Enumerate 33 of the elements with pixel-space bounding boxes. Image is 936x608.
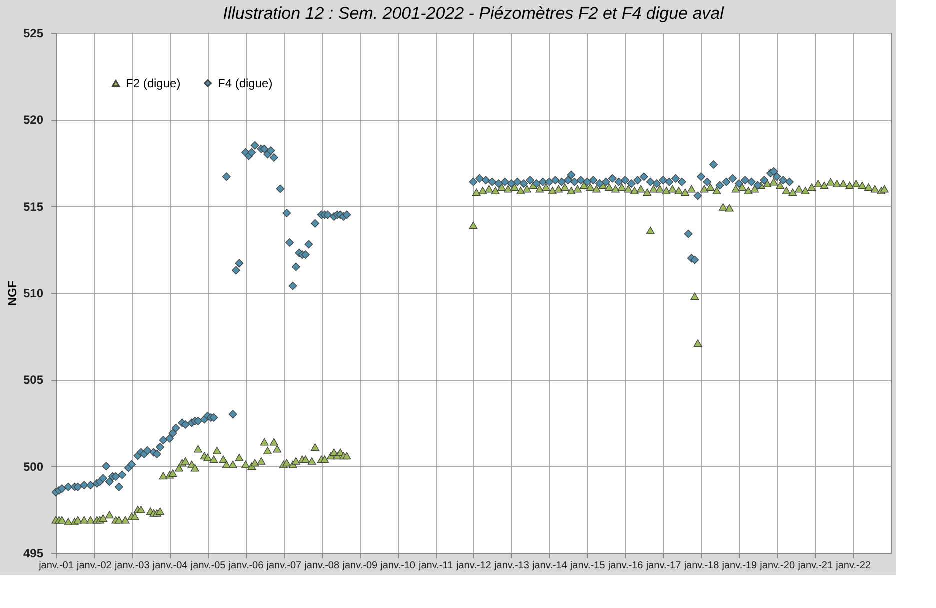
x-tick-label: janv.-16 — [607, 560, 644, 572]
x-tick-label: janv.-12 — [456, 560, 492, 572]
x-tick-label: janv.-14 — [531, 560, 568, 572]
legend-label: F2 (digue) — [126, 76, 181, 90]
y-tick-label: 510 — [23, 286, 44, 300]
x-tick-label: janv.-08 — [304, 560, 340, 572]
x-tick-label: janv.-18 — [683, 560, 720, 572]
x-tick-label: janv.-09 — [342, 560, 378, 572]
x-tick-label: janv.-13 — [494, 560, 530, 572]
x-tick-label: janv.-02 — [76, 560, 112, 572]
y-tick-label: 500 — [23, 460, 44, 474]
x-tick-label: janv.-20 — [759, 560, 796, 572]
x-tick-label: janv.-05 — [190, 560, 226, 572]
y-tick-label: 525 — [23, 26, 44, 40]
x-tick-label: janv.-10 — [380, 560, 416, 572]
x-tick-label: janv.-17 — [645, 560, 682, 572]
x-tick-label: janv.-21 — [797, 560, 834, 572]
y-tick-label: 505 — [23, 373, 44, 388]
legend-label: F4 (digue) — [218, 76, 273, 90]
x-tick-label: janv.-22 — [835, 560, 872, 572]
x-tick-label: janv.-06 — [228, 560, 264, 572]
y-tick-label: 495 — [23, 546, 44, 560]
x-tick-label: janv.-11 — [418, 560, 454, 572]
y-tick-label: 520 — [23, 113, 44, 128]
x-tick-label: janv.-19 — [721, 560, 758, 572]
x-tick-label: janv.-07 — [266, 560, 302, 572]
y-axis-title: NGF — [5, 280, 20, 306]
y-tick-label: 515 — [23, 200, 44, 214]
x-tick-label: janv.-04 — [152, 560, 188, 572]
x-tick-label: janv.-01 — [38, 560, 74, 572]
x-tick-label: janv.-03 — [114, 560, 150, 572]
x-tick-label: janv.-15 — [569, 560, 606, 572]
chart-title: Illustration 12 : Sem. 2001-2022 - Piézomètres F2 et F4 digue aval — [223, 4, 726, 23]
